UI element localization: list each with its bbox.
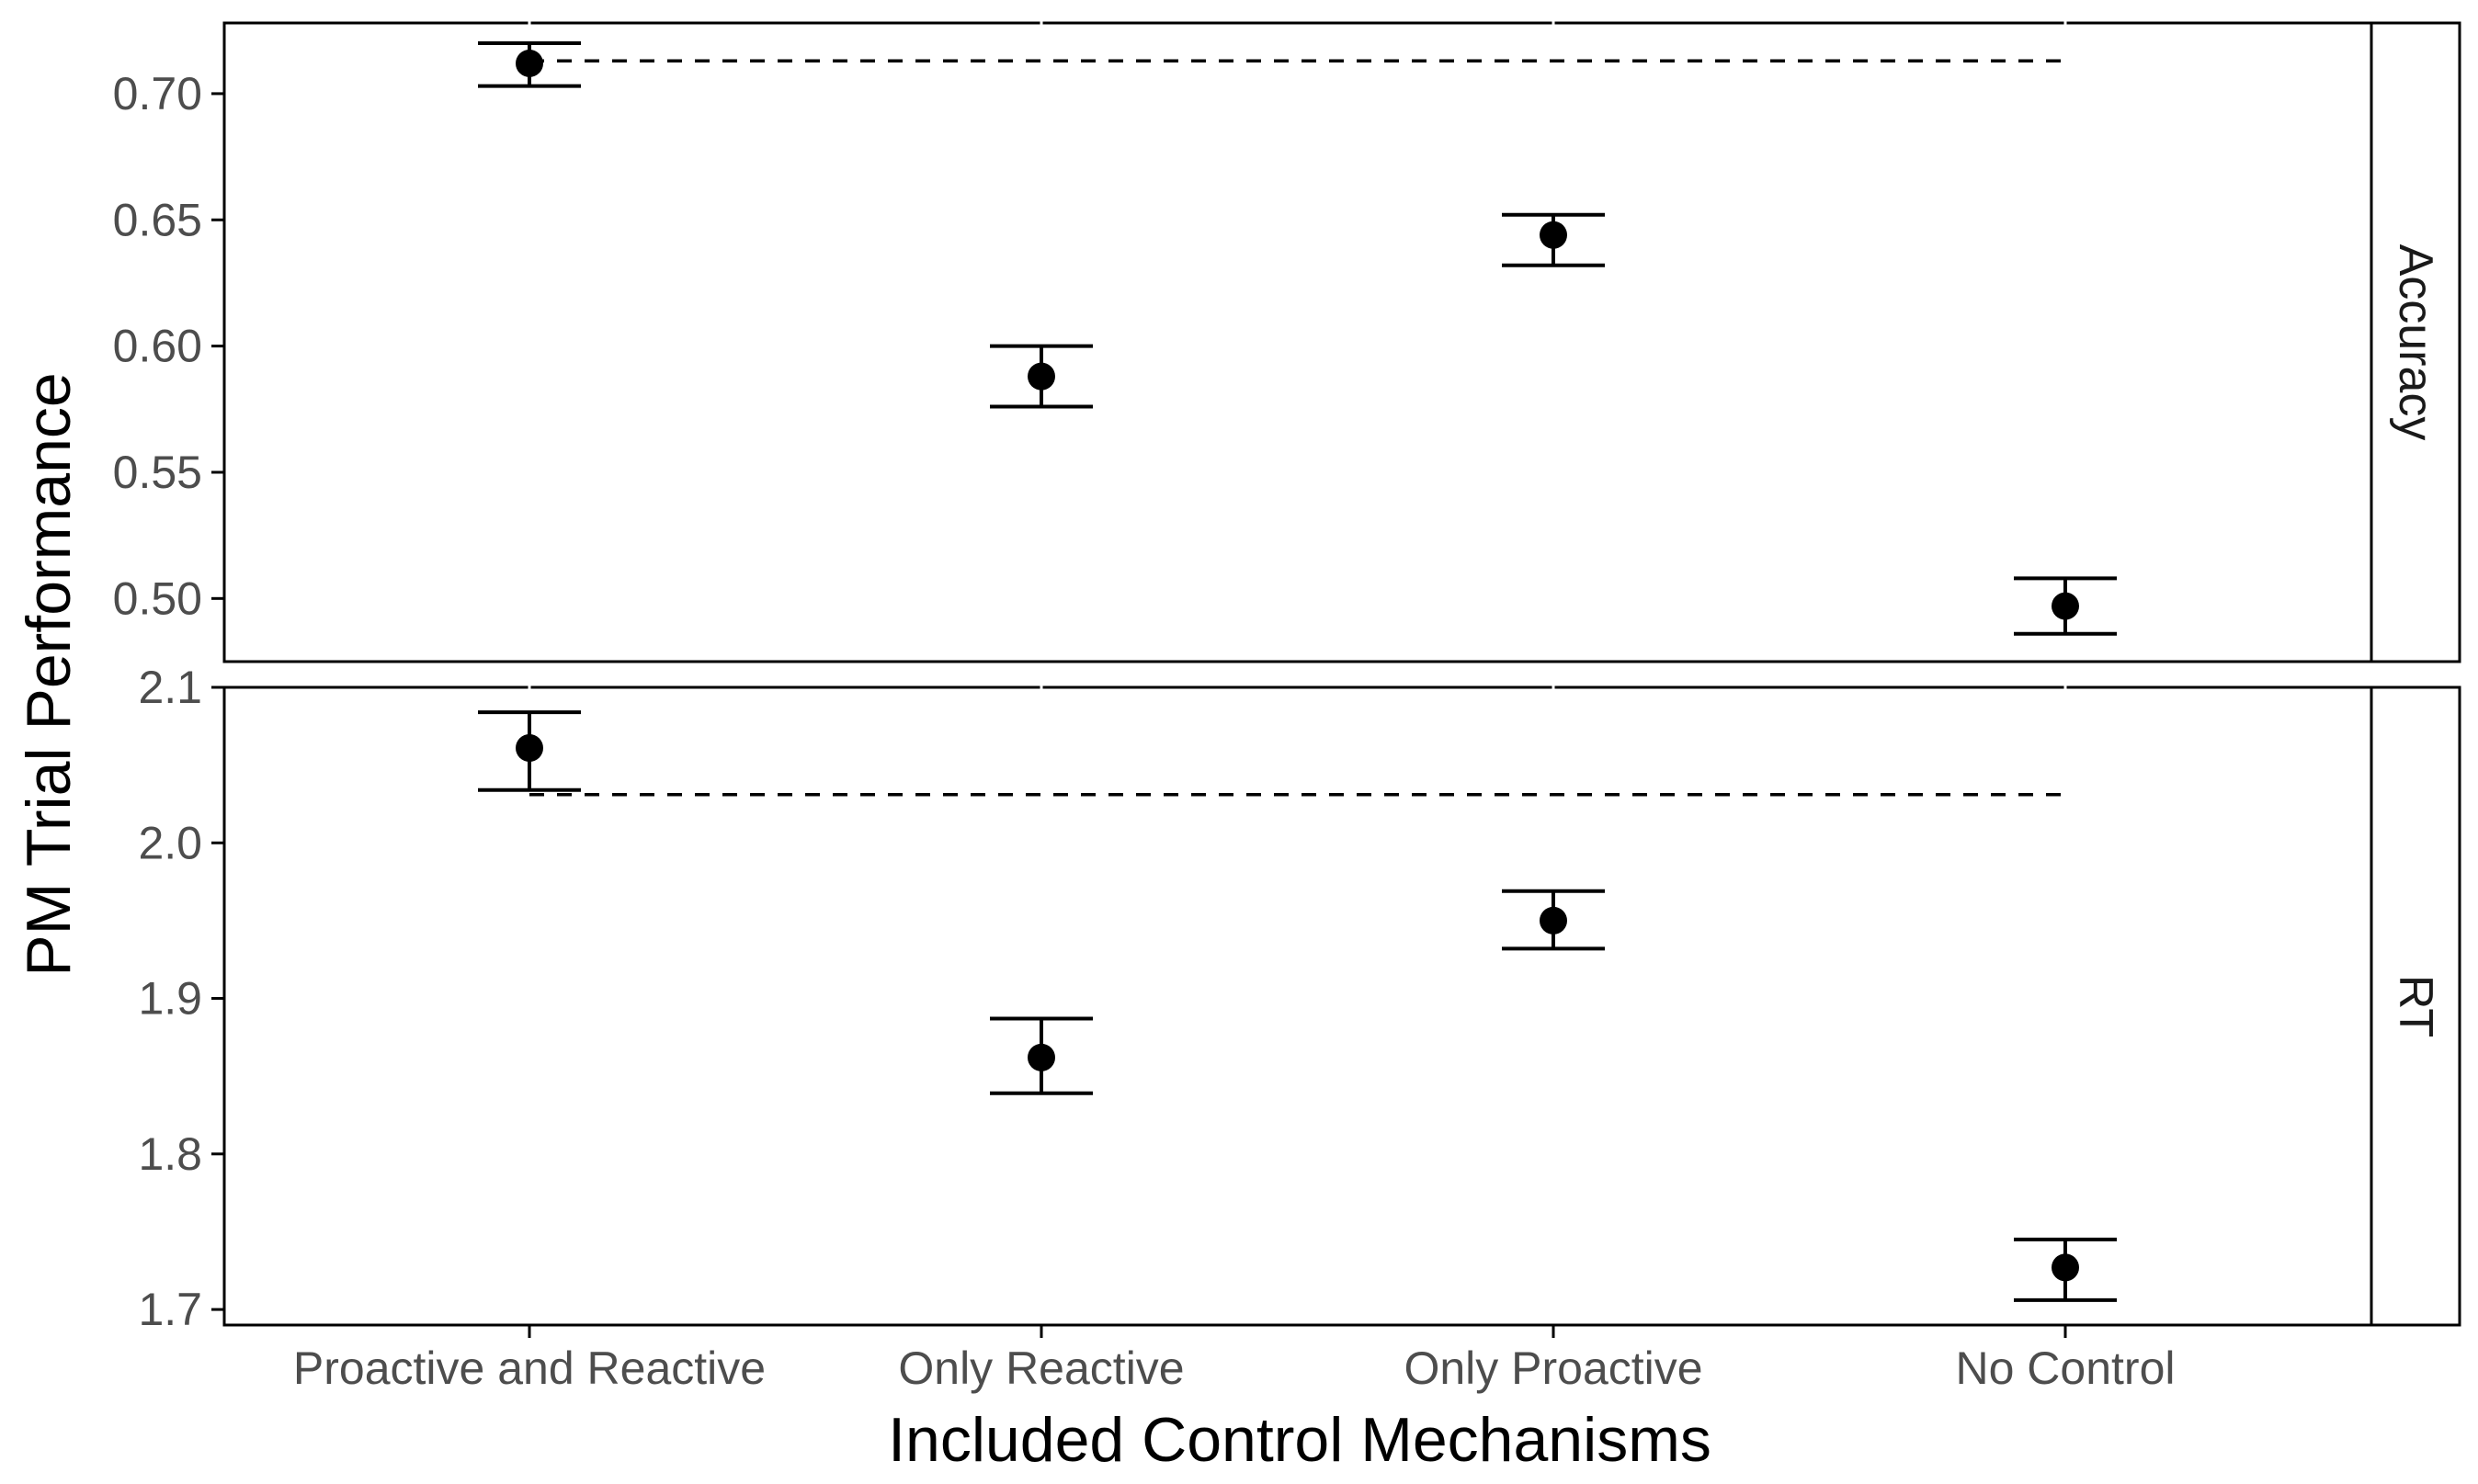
panel-frame-accuracy	[222, 21, 2373, 663]
point-rt-no-control	[2052, 1253, 2079, 1282]
point-rt-only-proactive	[1540, 906, 1567, 935]
y-tick-label-accuracy-4: 0.70	[113, 68, 202, 119]
panel-rt: RT 1.7 1.8 1.9 2.0 2.1	[138, 662, 2461, 1335]
point-rt-only-reactive	[1028, 1043, 1055, 1071]
x-tick-label-only-proactive: Only Proactive	[1404, 1342, 1702, 1394]
y-axis-title: PM Trial Performance	[14, 372, 84, 977]
point-rt-proactive-and-reactive	[516, 734, 543, 763]
x-tick-label-only-reactive: Only Reactive	[898, 1342, 1184, 1394]
y-tick-label-rt-0: 1.7	[138, 1284, 202, 1335]
x-axis-title: Included Control Mechanisms	[888, 1405, 1711, 1475]
x-axis: Proactive and Reactive Only Reactive Only …	[293, 1325, 2176, 1394]
panel-accuracy: Accuracy 0.50 0.55 0.60 0.65 0.70	[113, 21, 2461, 663]
y-tick-label-rt-3: 2.0	[138, 817, 202, 868]
panel-frame-rt	[222, 685, 2373, 1327]
y-tick-label-accuracy-1: 0.55	[113, 447, 202, 498]
strip-accuracy	[2370, 21, 2461, 663]
point-accuracy-proactive-and-reactive	[516, 49, 543, 77]
y-tick-label-accuracy-0: 0.50	[113, 572, 202, 624]
panels-layer: Accuracy 0.50 0.55 0.60 0.65 0.70 RT 1.7 1.8 1.9 2…	[113, 21, 2461, 1335]
strip-rt	[2370, 685, 2461, 1327]
strip-label-accuracy: Accuracy	[2389, 244, 2442, 441]
y-tick-label-rt-2: 1.9	[138, 973, 202, 1025]
x-tick-label-proactive-and-reactive: Proactive and Reactive	[293, 1342, 766, 1394]
y-tick-label-accuracy-3: 0.65	[113, 194, 202, 245]
point-accuracy-only-reactive	[1028, 362, 1055, 391]
point-accuracy-no-control	[2052, 592, 2079, 620]
y-tick-label-accuracy-2: 0.60	[113, 321, 202, 372]
point-accuracy-only-proactive	[1540, 221, 1567, 249]
y-tick-label-rt-1: 1.8	[138, 1128, 202, 1180]
y-tick-label-rt-4: 2.1	[138, 662, 202, 713]
x-tick-label-no-control: No Control	[1956, 1342, 2176, 1394]
strip-label-rt: RT	[2389, 975, 2442, 1037]
